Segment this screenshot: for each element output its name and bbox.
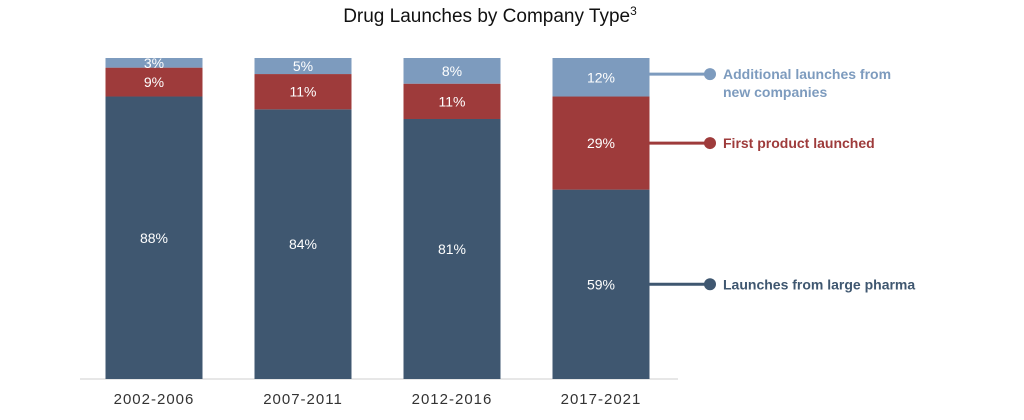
data-label-additional-launches-from-new-companies-2017-2021: 12% [587, 69, 615, 85]
bar-segment-launches-from-large-pharma-2007-2011 [254, 109, 352, 380]
bars-group [105, 58, 650, 380]
legend-marker-launches-from-large-pharma [704, 278, 716, 291]
legend-marker-additional-launches-from-new-companies [704, 68, 716, 81]
data-label-first-product-launched-2012-2016: 11% [439, 93, 466, 109]
legend-marker-first-product-launched [704, 137, 716, 150]
legend-label-line: First product launched [723, 135, 875, 151]
x-tick-label-2017-2021: 2017-2021 [561, 391, 642, 408]
data-label-first-product-launched-2002-2006: 9% [144, 74, 164, 90]
data-label-launches-from-large-pharma-2012-2016: 81% [438, 241, 466, 257]
legend-label-line: Additional launches from [723, 66, 891, 82]
bar-segment-first-product-launched-2002-2006 [105, 67, 203, 97]
data-label-launches-from-large-pharma-2007-2011: 84% [289, 236, 317, 252]
x-tick-label-2012-2016: 2012-2016 [412, 391, 493, 408]
bar-segment-launches-from-large-pharma-2012-2016 [403, 118, 501, 380]
legend-label-additional-launches-from-new-companies: Additional launches from new companies [723, 66, 891, 100]
bar-segment-additional-launches-from-new-companies-2012-2016 [403, 58, 501, 84]
data-label-launches-from-large-pharma-2017-2021: 59% [587, 276, 615, 292]
legend: Additional launches from new companies Fir… [649, 66, 915, 292]
bar-segment-launches-from-large-pharma-2017-2021 [552, 189, 650, 379]
bar-segment-first-product-launched-2017-2021 [552, 96, 650, 190]
legend-label-line: new companies [723, 84, 827, 100]
bar-segment-first-product-launched-2012-2016 [403, 83, 501, 119]
x-tick-labels-group: 2002-2006 2007-2011 2012-2016 2017-2021 [114, 391, 642, 408]
bar-segment-additional-launches-from-new-companies-2002-2006 [105, 58, 203, 68]
chart-title-text: Drug Launches by Company Type [343, 6, 630, 27]
segment-labels-group: 88% 9% 3% 84% 11% 5% 81% 11% 8% 59% 29% 12% [140, 55, 615, 292]
bar-segment-first-product-launched-2007-2011 [254, 74, 352, 110]
legend-label-launches-from-large-pharma: Launches from large pharma [723, 276, 915, 292]
bar-segment-additional-launches-from-new-companies-2007-2011 [254, 58, 352, 75]
legend-label-first-product-launched: First product launched [723, 135, 875, 151]
bar-segment-additional-launches-from-new-companies-2017-2021 [552, 58, 650, 97]
chart-title-superscript: 3 [630, 4, 637, 18]
data-label-launches-from-large-pharma-2002-2006: 88% [140, 230, 168, 246]
data-label-additional-launches-from-new-companies-2012-2016: 8% [442, 63, 462, 79]
bar-segment-launches-from-large-pharma-2002-2006 [105, 96, 203, 380]
x-tick-label-2007-2011: 2007-2011 [263, 391, 343, 408]
legend-label-line: Launches from large pharma [723, 276, 915, 292]
data-label-additional-launches-from-new-companies-2002-2006: 3% [144, 55, 164, 71]
data-label-first-product-launched-2017-2021: 29% [587, 135, 615, 151]
x-tick-label-2002-2006: 2002-2006 [114, 391, 195, 408]
chart-title: Drug Launches by Company Type3 [343, 4, 637, 27]
data-label-additional-launches-from-new-companies-2007-2011: 5% [293, 58, 313, 74]
data-label-first-product-launched-2007-2011: 11% [290, 84, 317, 100]
